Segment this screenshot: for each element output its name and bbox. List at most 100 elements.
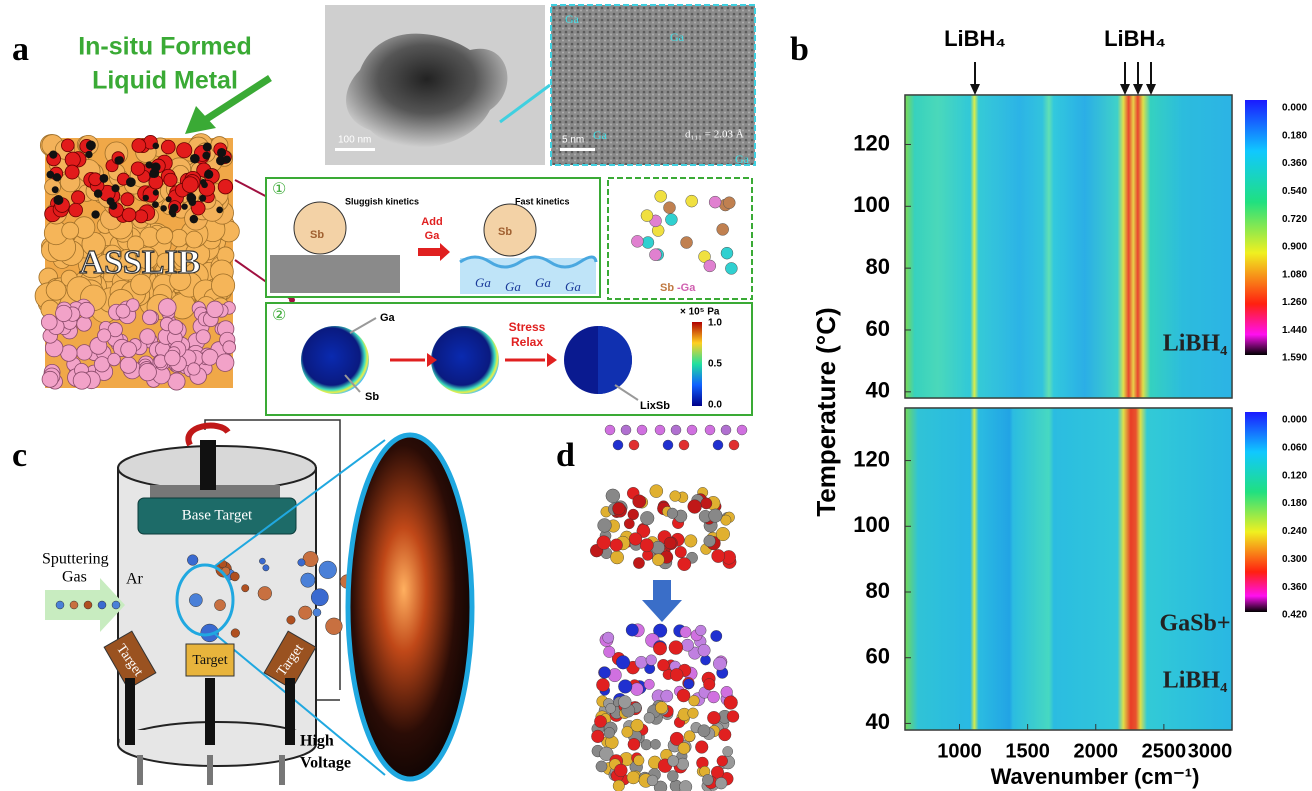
atom [650, 739, 660, 749]
step-label: Add [421, 216, 442, 228]
particle [56, 305, 72, 321]
colorbar-label: 1.080 [1282, 269, 1307, 280]
surface-label: Ga [475, 275, 491, 290]
atom [678, 742, 690, 754]
caption: Fast kinetics [515, 196, 570, 206]
target-leg [125, 678, 135, 745]
particle [190, 154, 200, 164]
atom [719, 728, 731, 740]
particle [116, 304, 130, 318]
particle [166, 196, 172, 202]
particle [98, 329, 111, 342]
colorbar [692, 322, 702, 406]
peak-label: LiBH₄ [944, 26, 1006, 51]
atom [684, 679, 694, 689]
y-tick-label: 100 [853, 512, 890, 537]
voltage-label: Voltage [300, 755, 351, 772]
gas-particle [298, 559, 305, 566]
atom [704, 535, 716, 547]
colorbar-label: 0.5 [708, 359, 722, 370]
surface-label: Ga [505, 279, 521, 294]
particle [61, 139, 74, 152]
tem-label: Ga [670, 30, 685, 44]
lattice-label: d₁₁₁ = 2.03 Å [685, 129, 744, 141]
particle [120, 357, 136, 373]
particle [160, 205, 167, 212]
particle [202, 349, 218, 365]
gas-particle [259, 558, 265, 564]
atom [717, 756, 728, 767]
atom [598, 518, 612, 532]
particle [94, 189, 102, 197]
atom [716, 527, 730, 541]
particle [188, 363, 200, 375]
gas-particle [189, 594, 202, 607]
atom [634, 755, 645, 766]
atom [661, 690, 673, 702]
particle [122, 208, 136, 222]
gas-particle [231, 629, 240, 638]
atom [663, 440, 673, 450]
gas-particle [287, 616, 295, 624]
atom [655, 701, 667, 713]
particle [126, 177, 136, 187]
x-tick-label: 1000 [937, 740, 982, 762]
atom [613, 440, 623, 450]
atom [665, 214, 677, 226]
atom [618, 680, 632, 694]
particle [216, 207, 223, 214]
atom [695, 625, 706, 636]
gas-particle [319, 561, 337, 579]
particle [132, 139, 146, 153]
scale-bar-label: 100 nm [338, 135, 371, 146]
gas-particle [56, 601, 64, 609]
panel-letter: d [556, 437, 575, 474]
feed [207, 755, 213, 785]
particle [140, 329, 156, 345]
peak-arrow-head [1133, 84, 1143, 95]
annotation: Ga [380, 312, 396, 324]
particle [182, 177, 198, 193]
tem-label: Ga [565, 12, 580, 26]
alloy-label: -Ga [677, 282, 696, 294]
panel-letter: c [12, 437, 27, 474]
atom [653, 642, 666, 655]
atom [655, 425, 665, 435]
inset-label: LiBH₄ [1163, 668, 1228, 694]
particle [177, 143, 192, 158]
atom [597, 536, 611, 550]
gas-particle [263, 565, 269, 571]
atom [647, 775, 658, 786]
y-tick-label: 60 [866, 316, 890, 341]
atom [729, 440, 739, 450]
atom [637, 425, 647, 435]
figure: aIn-situ FormedLiquid MetalASSLIB100 nm5… [0, 0, 1312, 791]
gas-particle [214, 600, 225, 611]
particle [86, 140, 96, 150]
particle [73, 372, 90, 389]
particle [203, 143, 212, 152]
target-leg [205, 678, 215, 745]
colorbar-label: 0.0 [708, 400, 722, 411]
tem-label: Ga [593, 128, 608, 142]
atom [681, 237, 693, 249]
particle [142, 310, 157, 325]
voltage-label: High [300, 733, 334, 750]
panel-letter: a [12, 31, 29, 68]
atom [596, 678, 609, 691]
colorbar [1245, 100, 1267, 355]
atom [610, 539, 623, 552]
atom [596, 761, 607, 772]
particle [211, 274, 234, 297]
particle [223, 341, 236, 354]
atom [717, 223, 729, 235]
atom [591, 730, 604, 743]
atom [624, 519, 634, 529]
step-index: ② [272, 307, 286, 324]
particle [121, 342, 137, 358]
colorbar-label: 0.540 [1282, 186, 1307, 197]
atom [621, 425, 631, 435]
atom [721, 425, 731, 435]
y-tick-label: 40 [866, 709, 890, 734]
